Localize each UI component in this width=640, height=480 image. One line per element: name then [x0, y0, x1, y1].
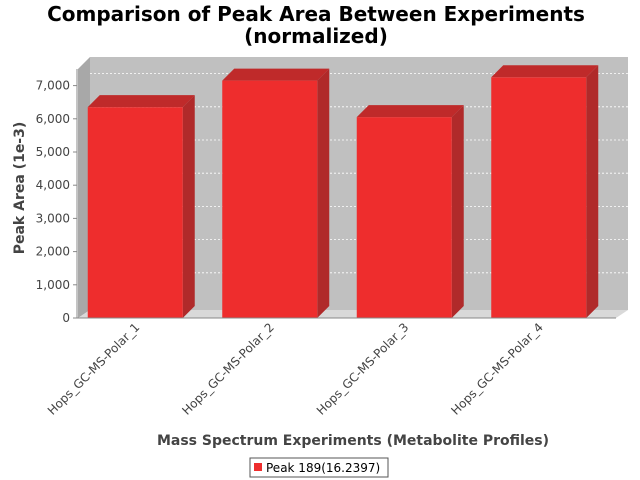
bar-top	[356, 105, 464, 118]
bar-side	[586, 65, 599, 318]
y-axis-label: Peak Area (1e-3)	[12, 122, 28, 255]
legend-swatch	[254, 463, 262, 471]
y-tick-label: 7,000	[36, 79, 70, 93]
x-tick-label: Hops_GC-MS-Polar_2	[179, 320, 277, 418]
bar-side	[317, 68, 330, 319]
chart-title: Comparison of Peak Area Between Experime…	[47, 2, 585, 26]
bars	[87, 65, 599, 319]
y-tick-label: 0	[62, 311, 70, 325]
bar-side	[451, 105, 464, 318]
bar	[356, 117, 452, 318]
y-tick-label: 2,000	[36, 245, 70, 259]
bar	[491, 77, 587, 318]
plot-floor	[78, 310, 628, 318]
bar-side	[182, 95, 195, 319]
x-tick-label: Hops_GC-MS-Polar_4	[448, 320, 546, 418]
x-tick-labels: Hops_GC-MS-Polar_1 Hops_GC-MS-Polar_2 Hops…	[45, 320, 546, 418]
y-tick-label: 4,000	[36, 178, 70, 192]
x-axis-label: Mass Spectrum Experiments (Metabolite Pr…	[157, 433, 549, 449]
legend-label: Peak 189(16.2397)	[266, 461, 380, 475]
legend: Peak 189(16.2397)	[249, 457, 389, 478]
bar	[87, 107, 183, 319]
x-tick-label: Hops_GC-MS-Polar_1	[45, 320, 143, 418]
chart-subtitle: (normalized)	[244, 24, 388, 48]
bar-top	[87, 95, 195, 108]
bar	[222, 80, 318, 319]
x-tick-label: Hops_GC-MS-Polar_3	[314, 320, 412, 418]
y-tick-label: 5,000	[36, 145, 70, 159]
y-tick-labels: 0 1,000 2,000 3,000 4,000 5,000 6,000 7,000	[36, 79, 77, 325]
bar-top	[491, 65, 599, 78]
plot-side-wall	[78, 57, 90, 318]
bar-top	[222, 68, 330, 81]
legend-box	[249, 457, 389, 478]
y-tick-label: 3,000	[36, 211, 70, 225]
y-tick-label: 1,000	[36, 278, 70, 292]
y-tick-label: 6,000	[36, 112, 70, 126]
